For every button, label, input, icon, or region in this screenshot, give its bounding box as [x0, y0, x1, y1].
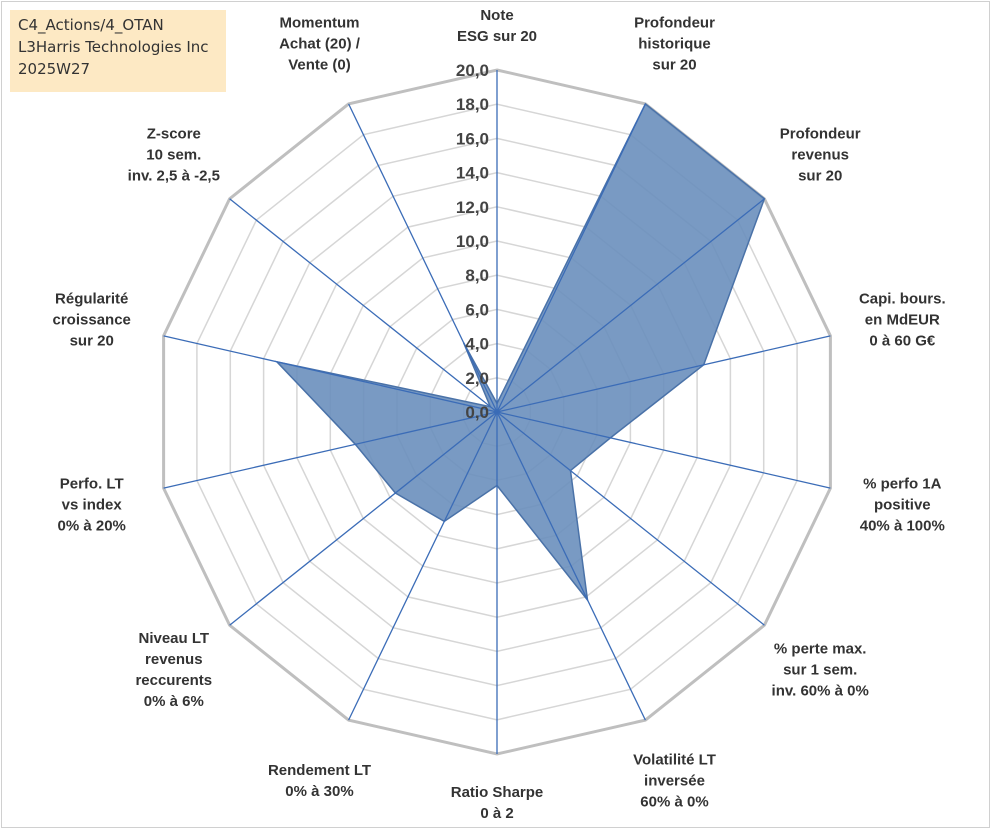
axis-spoke — [496, 335, 831, 413]
category-label: Z-score 10 sem. inv. 2,5 à -2,5 — [128, 125, 220, 184]
category-label: Note ESG sur 20 — [457, 7, 537, 45]
tick-label: 8,0 — [465, 266, 489, 285]
tick-label: 10,0 — [456, 232, 489, 251]
axis-spoke — [496, 198, 765, 413]
axis-spoke — [496, 411, 646, 721]
category-label: Momentum Achat (20) / Vente (0) — [279, 14, 361, 73]
category-label-line: Momentum — [280, 14, 360, 31]
tick-label: 0,0 — [465, 403, 489, 422]
category-label: Perfo. LT vs index 0% à 20% — [58, 476, 126, 535]
axis-spoke — [496, 411, 831, 489]
axis-spoke — [496, 103, 646, 413]
axis-spoke — [229, 198, 498, 413]
category-label: % perte max. sur 1 sem. inv. 60% à 0% — [772, 641, 869, 700]
category-label: Profondeur revenus sur 20 — [780, 125, 861, 184]
tick-label: 20,0 — [456, 61, 489, 80]
category-label: Rendement LT 0% à 30% — [268, 762, 371, 800]
category-label-line: 0% à 20% — [58, 518, 126, 535]
axis-spoke — [229, 411, 498, 626]
category-label-line: Perfo. LT — [60, 476, 124, 493]
category-label-line: historique — [638, 35, 711, 52]
category-label-line: 0 à 2 — [480, 805, 513, 822]
category-label-line: ESG sur 20 — [457, 28, 537, 45]
category-label-line: Achat (20) / — [279, 35, 361, 52]
category-label-line: Vente (0) — [288, 56, 351, 73]
category-label: Profondeur historique sur 20 — [634, 14, 715, 73]
tick-label: 2,0 — [465, 369, 489, 388]
category-label-line: 60% à 0% — [640, 794, 708, 811]
category-label-line: inv. 2,5 à -2,5 — [128, 167, 220, 184]
category-label-line: Régularité — [55, 291, 128, 308]
category-label-line: 40% à 100% — [860, 518, 945, 535]
chart-caption-box: C4_Actions/4_OTAN L3Harris Technologies … — [10, 10, 226, 92]
category-label-line: Capi. bours. — [859, 291, 946, 308]
category-label-line: en MdEUR — [865, 312, 940, 329]
category-label-line: positive — [874, 497, 931, 514]
category-label-line: Profondeur — [780, 125, 861, 142]
category-label-line: reccurents — [135, 672, 212, 689]
category-label-line: sur 20 — [652, 56, 696, 73]
category-label-line: Profondeur — [634, 14, 715, 31]
caption-line-1: C4_Actions/4_OTAN — [18, 16, 164, 34]
tick-label: 14,0 — [456, 164, 489, 183]
category-label-line: revenus — [791, 146, 849, 163]
category-label: Niveau LT revenus reccurents 0% à 6% — [135, 630, 212, 710]
category-label: Régularité croissance sur 20 — [53, 291, 131, 350]
category-label: Ratio Sharpe 0 à 2 — [451, 784, 544, 822]
category-label: % perfo 1A positive 40% à 100% — [860, 476, 945, 535]
category-label-line: Rendement LT — [268, 762, 371, 779]
axis-spoke — [496, 411, 765, 626]
tick-label: 18,0 — [456, 95, 489, 114]
category-label-line: Note — [480, 7, 513, 24]
category-label-line: Z-score — [147, 125, 201, 142]
category-label-line: Volatilité LT — [633, 752, 716, 769]
radar-axes — [163, 70, 831, 754]
category-label-line: Ratio Sharpe — [451, 784, 544, 801]
axis-spoke — [163, 411, 498, 489]
caption-line-3: 2025W27 — [18, 60, 91, 78]
tick-label: 12,0 — [456, 198, 489, 217]
category-label-line: 10 sem. — [146, 146, 201, 163]
category-label-line: vs index — [62, 497, 123, 514]
category-label: Capi. bours. en MdEUR 0 à 60 G€ — [859, 291, 946, 350]
category-label-line: 0% à 6% — [144, 693, 204, 710]
tick-label: 4,0 — [465, 335, 489, 354]
radar-category-labels: Note ESG sur 20 Profondeur historique sur 20… — [53, 7, 946, 822]
category-label-line: 0% à 30% — [285, 783, 353, 800]
category-label-line: sur 1 sem. — [783, 662, 857, 679]
category-label-line: sur 20 — [798, 167, 842, 184]
axis-spoke — [348, 411, 498, 721]
category-label-line: inversée — [644, 773, 705, 790]
category-label-line: sur 20 — [70, 333, 114, 350]
category-label-line: inv. 60% à 0% — [772, 683, 869, 700]
axis-spoke — [348, 103, 498, 413]
category-label-line: revenus — [145, 651, 203, 668]
tick-label: 16,0 — [456, 129, 489, 148]
category-label-line: Niveau LT — [139, 630, 210, 647]
category-label: Volatilité LT inversée 60% à 0% — [633, 752, 716, 811]
category-label-line: % perfo 1A — [863, 476, 942, 493]
tick-label: 6,0 — [465, 300, 489, 319]
category-label-line: 0 à 60 G€ — [869, 333, 936, 350]
caption-line-2: L3Harris Technologies Inc — [18, 38, 209, 56]
axis-spoke — [163, 335, 498, 413]
category-label-line: croissance — [53, 312, 131, 329]
radar-tick-labels: 0,0 2,0 4,0 6,0 8,0 10,0 12,0 14,0 16,0 18,0 20,0 — [456, 61, 489, 422]
category-label-line: % perte max. — [774, 641, 867, 658]
